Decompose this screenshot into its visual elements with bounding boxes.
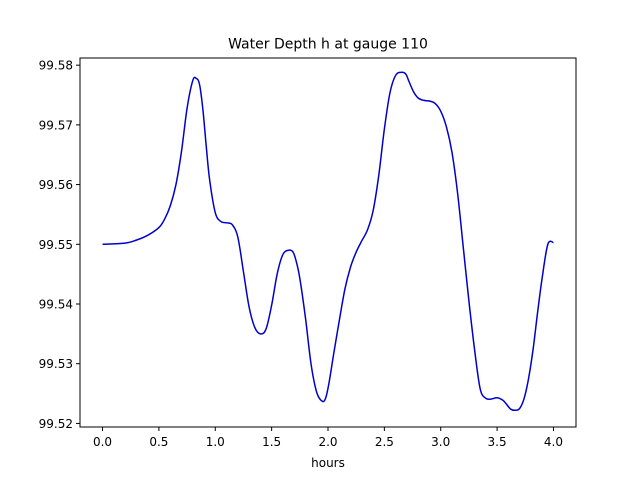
y-tick-label: 99.54 <box>39 298 73 312</box>
series-line-water-depth <box>102 71 554 412</box>
x-tick-label: 3.0 <box>431 435 450 449</box>
x-tick-label: 4.0 <box>544 435 563 449</box>
plot-frame <box>79 57 577 428</box>
y-tick-label: 99.57 <box>39 118 73 132</box>
x-tick-label: 3.5 <box>488 435 507 449</box>
x-axis-ticks: 0.0 0.5 1.0 1.5 2.0 2.5 3.0 3.5 4.0 <box>93 427 563 449</box>
y-tick-label: 99.53 <box>39 357 73 371</box>
y-tick-label: 99.56 <box>39 178 73 192</box>
x-tick-label: 2.5 <box>375 435 394 449</box>
y-axis-ticks: 99.52 99.53 99.54 99.55 99.56 99.57 99.58 <box>39 59 80 431</box>
x-tick-label: 2.0 <box>318 435 337 449</box>
plot-area <box>80 58 576 427</box>
y-tick-label: 99.55 <box>39 238 73 252</box>
x-tick-label: 1.5 <box>262 435 281 449</box>
y-tick-label: 99.58 <box>39 59 73 73</box>
y-tick-label: 99.52 <box>39 417 73 431</box>
x-axis-label: hours <box>311 456 345 470</box>
chart-title: Water Depth h at gauge 110 <box>228 37 428 53</box>
x-tick-label: 1.0 <box>206 435 225 449</box>
x-tick-label: 0.5 <box>149 435 168 449</box>
x-tick-label: 0.0 <box>93 435 112 449</box>
